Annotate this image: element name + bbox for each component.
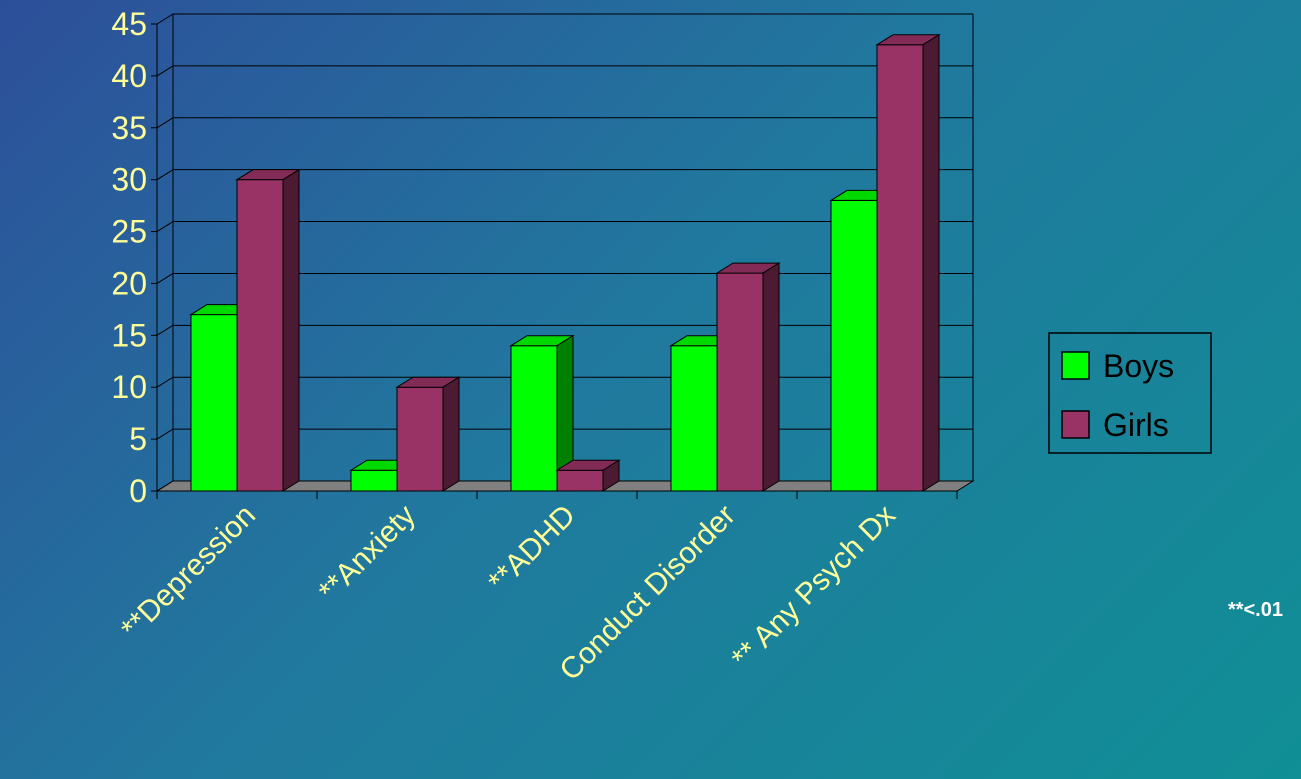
y-tick-label: 5: [129, 421, 147, 457]
bar-front: [670, 345, 718, 492]
bar-front: [236, 179, 284, 492]
bar-front: [396, 386, 444, 492]
x-tick-label: Conduct Disorder: [554, 499, 742, 687]
y-tick-label: 35: [111, 110, 147, 146]
bar-side: [602, 459, 620, 492]
legend: Boys Girls: [1048, 332, 1212, 454]
gridline-side: [156, 480, 174, 492]
y-tick-label: 30: [111, 162, 147, 198]
bar-side: [762, 262, 780, 492]
legend-box: [1048, 332, 1212, 454]
significance-note: **<.01: [1228, 599, 1283, 621]
bar-boys: [509, 334, 575, 492]
legend-swatch: [1061, 410, 1090, 439]
bar-side: [442, 376, 460, 492]
x-tick-label: **ADHD: [482, 499, 582, 599]
bar-front: [830, 199, 878, 492]
y-tick-label: 20: [111, 265, 147, 301]
axes: [151, 13, 974, 499]
y-tick-label: 40: [111, 58, 147, 94]
gridline-side: [156, 324, 174, 336]
gridline-side: [156, 273, 174, 284]
gridline-side: [156, 376, 174, 388]
legend-label: Boys: [1103, 348, 1174, 384]
bar-front: [510, 345, 558, 492]
gridline-side: [156, 221, 174, 232]
bar-girls: [395, 376, 461, 492]
bar-girls: [235, 168, 301, 492]
y-tick-label: 45: [111, 6, 147, 42]
gridline-side: [156, 65, 174, 77]
y-tick-labels: 0 5 10 15 20 25 30 35 40 45: [111, 6, 147, 509]
bar-front: [716, 272, 764, 492]
bar-front: [190, 314, 238, 492]
x-tick-label: ** Any Psych Dx: [725, 499, 902, 676]
bar-girls: [875, 33, 941, 492]
bar-girls: [555, 459, 621, 492]
bar-front: [350, 469, 398, 492]
x-tick-label: **Depression: [115, 499, 262, 646]
bar-side: [282, 168, 300, 492]
bar-girls: [715, 262, 781, 492]
bars: [189, 33, 941, 492]
y-tick-label: 0: [129, 473, 147, 509]
y-tick-label: 15: [111, 317, 147, 353]
legend-swatch: [1061, 351, 1090, 380]
x-tick-label: **Anxiety: [313, 499, 422, 608]
gridline-side: [156, 428, 174, 440]
bar-front: [556, 469, 604, 492]
gridline-side: [156, 13, 174, 25]
y-tick-label: 25: [111, 214, 147, 250]
legend-label: Girls: [1103, 407, 1169, 443]
bar-side: [922, 33, 940, 492]
gridline-side: [156, 169, 174, 181]
y-tick-label: 10: [111, 369, 147, 405]
gridline-side: [156, 117, 174, 129]
bar-front: [876, 44, 924, 492]
